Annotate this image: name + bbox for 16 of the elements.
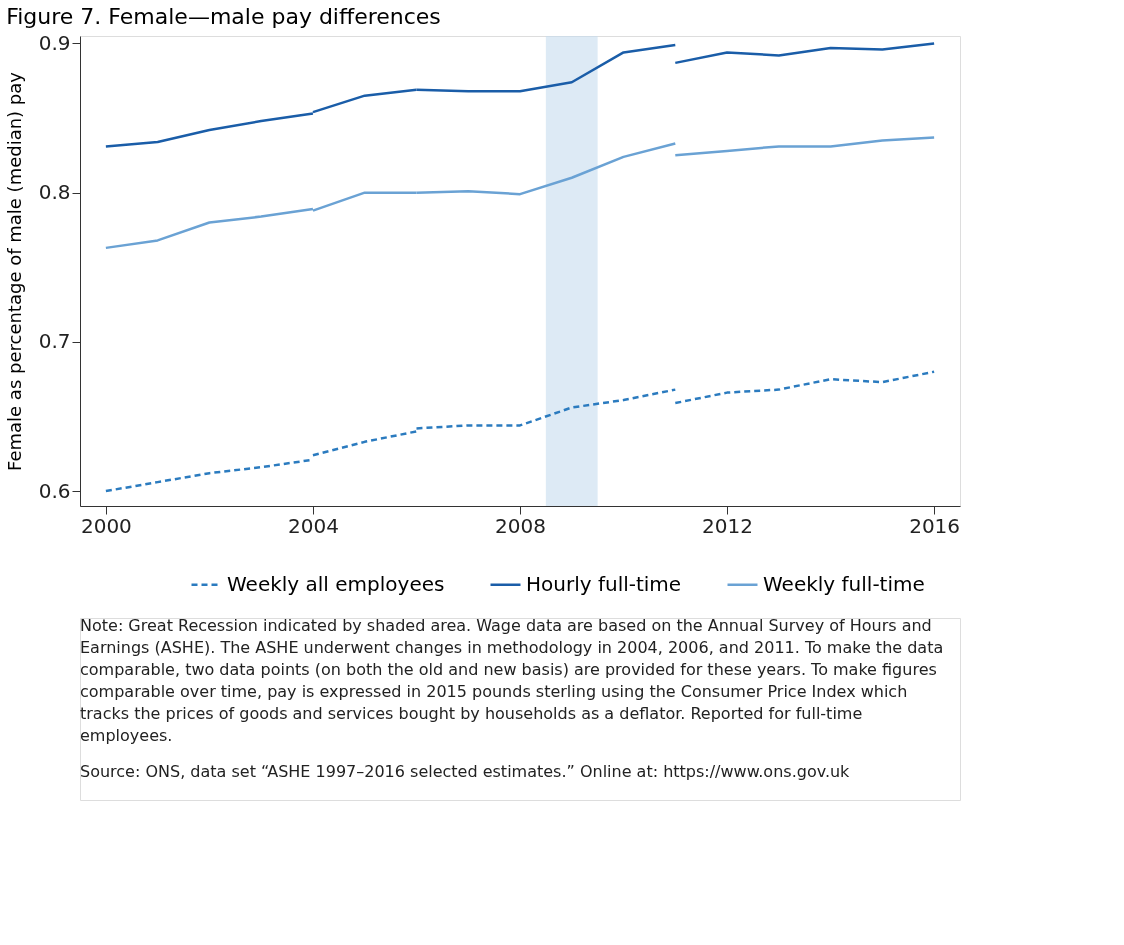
x-tick-label: 2000 (80, 513, 132, 538)
y-tick-label: 0.9 (38, 30, 71, 55)
source-note: Source: ONS, data set “ASHE 1997–2016 selected estimates.” Online at: https://www.ons.gov.uk (80, 762, 851, 781)
y-tick-label: 0.6 (38, 478, 71, 503)
y-axis-title: Female as percentage of male (median) pay (3, 71, 25, 471)
legend-label: Weekly all employees (227, 571, 445, 596)
x-tick-label: 2012 (702, 513, 754, 538)
y-tick-label: 0.8 (38, 180, 71, 205)
text: Note: Great Recession indicated by shaded area. Wage data are based on the Annual Survey of Hours and Earnings (ASHE). The ASHE underwent changes in methodology in 2004, 2006, and 2011. To make the data comparable, two data points (on both the old and new basis) are provided for these years. To make figures comparable over time, pay is expressed in 2015 pounds sterling using the Consumer Price Index which tracks the prices of goods and services bought by households as a deflator. Reported for full-time employees. (80, 616, 944, 745)
legend-label: Weekly full-time (763, 571, 925, 596)
y-tick-label: 0.7 (38, 329, 71, 354)
x-tick-label: 2008 (495, 513, 546, 538)
x-tick-label: 2004 (287, 513, 339, 538)
legend-label: Hourly full-time (526, 571, 682, 596)
chart-title: Figure 7. Female—male pay differences (6, 4, 441, 30)
x-tick-label: 2016 (909, 513, 961, 538)
